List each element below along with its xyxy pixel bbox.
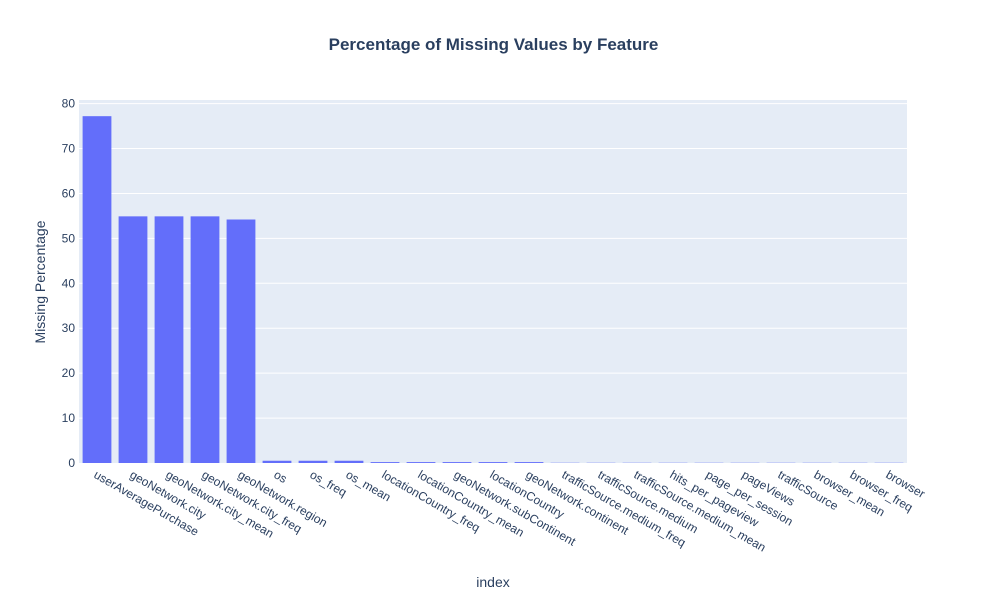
x-axis-label: index xyxy=(476,574,509,590)
y-tick-label: 30 xyxy=(62,321,76,335)
y-axis-label: Missing Percentage xyxy=(32,220,48,343)
chart-title: Percentage of Missing Values by Feature xyxy=(329,35,659,54)
y-tick-label: 70 xyxy=(62,142,76,156)
bar-os-mean[interactable] xyxy=(335,461,364,463)
bar-geonetwork-city-freq[interactable] xyxy=(191,216,220,463)
y-tick-label: 50 xyxy=(62,231,76,245)
y-tick-label: 60 xyxy=(62,186,76,200)
bar-os-freq[interactable] xyxy=(299,461,328,463)
bar-useraveragepurchase[interactable] xyxy=(83,116,112,463)
x-tick-label: os_freq xyxy=(308,467,350,499)
y-axis-ticks: 0 10 20 30 40 50 60 70 80 xyxy=(62,97,76,470)
y-tick-label: 0 xyxy=(68,456,75,470)
bar-geonetwork-subcontinent[interactable] xyxy=(443,462,472,463)
y-tick-label: 10 xyxy=(62,411,76,425)
x-axis-ticks: userAveragePurchasegeoNetwork.citygeoNet… xyxy=(92,467,928,554)
bar-geonetwork-continent[interactable] xyxy=(515,462,544,463)
y-tick-label: 20 xyxy=(62,366,76,380)
bar-locationcountry[interactable] xyxy=(479,462,508,463)
bar-locationcountry-mean[interactable] xyxy=(407,462,436,463)
y-tick-label: 80 xyxy=(62,97,76,111)
bar-locationcountry-freq[interactable] xyxy=(371,462,400,463)
bar-os[interactable] xyxy=(263,461,292,463)
bar-geonetwork-region[interactable] xyxy=(227,220,256,463)
bar-geonetwork-city-mean[interactable] xyxy=(155,216,184,463)
y-tick-label: 40 xyxy=(62,276,76,290)
bar-geonetwork-city[interactable] xyxy=(119,216,148,463)
x-tick-label: os xyxy=(272,467,290,485)
